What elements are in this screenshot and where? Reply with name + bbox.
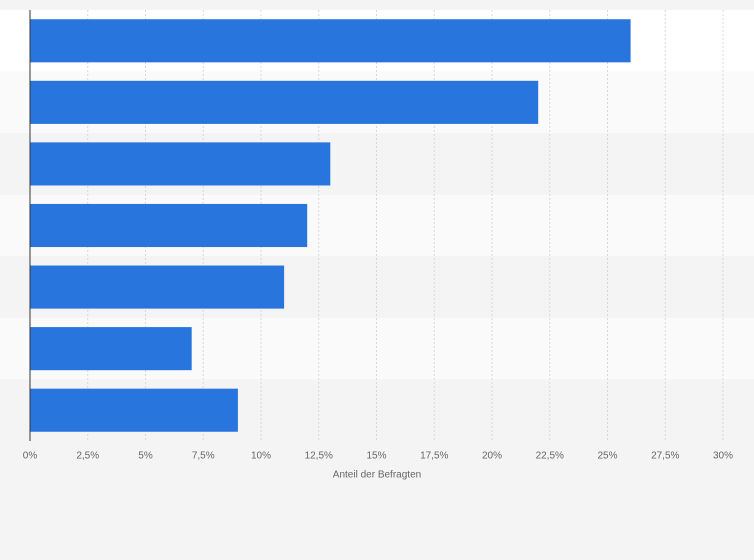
bar bbox=[30, 142, 331, 186]
x-tick-label: 30% bbox=[713, 451, 733, 462]
x-tick-label: 7,5% bbox=[192, 451, 215, 462]
x-tick-label: 0% bbox=[23, 451, 38, 462]
x-tick-label: 15% bbox=[366, 451, 386, 462]
bar bbox=[30, 327, 192, 371]
bar bbox=[30, 80, 539, 124]
x-tick-label: 17,5% bbox=[420, 451, 448, 462]
x-axis-title: Anteil der Befragten bbox=[333, 470, 421, 481]
x-tick-label: 22,5% bbox=[536, 451, 564, 462]
x-tick-label: 27,5% bbox=[651, 451, 679, 462]
bar bbox=[30, 19, 631, 63]
bar bbox=[30, 388, 238, 432]
x-tick-label: 10% bbox=[251, 451, 271, 462]
x-tick-label: 20% bbox=[482, 451, 502, 462]
bar bbox=[30, 203, 308, 248]
bar bbox=[30, 265, 285, 309]
x-tick-label: 12,5% bbox=[305, 451, 333, 462]
x-tick-label: 5% bbox=[138, 451, 153, 462]
x-tick-label: 25% bbox=[597, 451, 617, 462]
x-tick-label: 2,5% bbox=[76, 451, 99, 462]
